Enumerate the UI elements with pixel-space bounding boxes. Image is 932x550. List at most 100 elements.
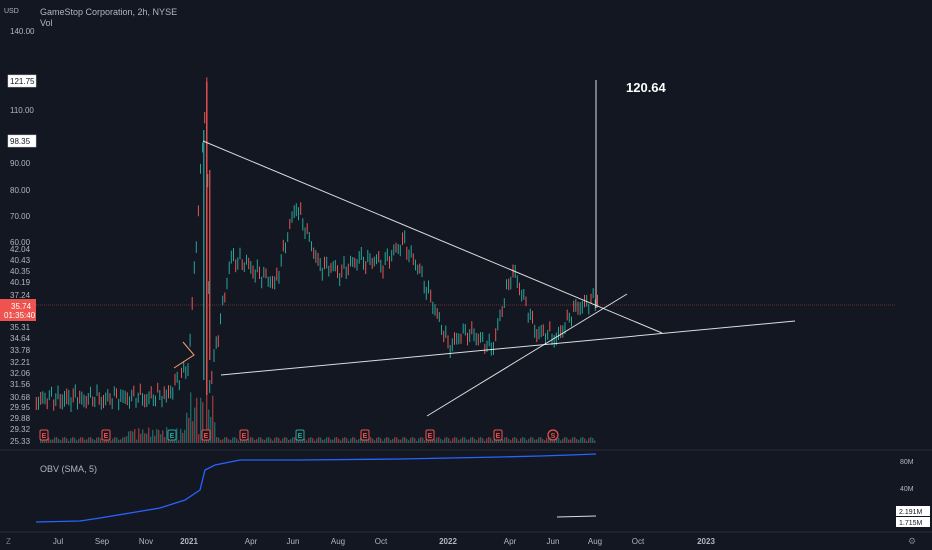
obv-value-badge — [896, 517, 930, 527]
earnings-event-marker[interactable] — [295, 429, 305, 441]
volume-bar — [538, 437, 540, 443]
price-tick-label: 80.00 — [10, 186, 31, 195]
volume-bar — [478, 437, 480, 443]
downtrend-line[interactable] — [202, 140, 663, 334]
volume-bar — [426, 438, 428, 443]
volume-bar — [130, 430, 132, 443]
volume-bar — [460, 438, 462, 443]
volume-bar — [434, 439, 436, 443]
volume-bar — [382, 440, 384, 443]
volume-bar — [220, 439, 222, 443]
volume-bar — [60, 440, 62, 443]
volume-bar — [208, 409, 210, 443]
volume-bar — [438, 437, 440, 443]
volume-bar — [420, 437, 422, 443]
earnings-event-marker[interactable] — [425, 429, 435, 441]
price-tick-label: 35.31 — [10, 323, 31, 332]
volume-bar — [494, 438, 496, 443]
price-tick-label: 25.33 — [10, 437, 31, 446]
volume-bar — [152, 429, 154, 443]
volume-bar — [254, 439, 256, 443]
volume-bar — [134, 429, 136, 443]
volume-bar — [250, 437, 252, 443]
uptrend-line[interactable] — [220, 320, 796, 376]
volume-bar — [262, 439, 264, 443]
volume-bar — [224, 437, 226, 443]
time-tick-label: Apr — [504, 537, 517, 546]
volume-legend[interactable]: Vol — [40, 18, 53, 28]
earnings-event-marker[interactable] — [101, 429, 111, 441]
volume-bar — [552, 440, 554, 443]
volume-bar — [326, 437, 328, 443]
volume-bar — [470, 437, 472, 443]
price-tick-label: 90.00 — [10, 159, 31, 168]
volume-bar — [194, 407, 196, 443]
volume-bar — [576, 439, 578, 443]
arrow-drawing[interactable] — [173, 341, 195, 369]
volume-bar — [316, 438, 318, 443]
obv-legend[interactable]: OBV (SMA, 5) — [40, 464, 98, 474]
earnings-event-marker[interactable] — [167, 429, 177, 441]
earnings-event-marker[interactable] — [493, 429, 503, 441]
volume-bar — [198, 434, 200, 443]
event-label: E — [42, 433, 47, 440]
split-event-marker[interactable] — [547, 429, 559, 441]
volume-bar — [78, 438, 80, 443]
volume-bar — [90, 437, 92, 443]
volume-bar — [580, 437, 582, 443]
volume-bar — [56, 437, 58, 443]
volume-bar — [588, 438, 590, 443]
volume-bar — [336, 437, 338, 443]
volume-bar — [272, 440, 274, 443]
volume-bar — [374, 440, 376, 443]
volume-bar — [270, 438, 272, 443]
timezone-icon[interactable]: Z — [6, 537, 11, 546]
volume-bar — [340, 440, 342, 443]
volume-bar — [246, 440, 248, 443]
volume-bar — [48, 437, 50, 443]
volume-bar — [214, 422, 216, 443]
volume-bar — [76, 440, 78, 443]
volume-bar — [274, 437, 276, 443]
event-label: E — [363, 433, 368, 440]
earnings-event-marker[interactable] — [39, 429, 49, 441]
volume-bar — [384, 438, 386, 443]
volume-bar — [72, 437, 74, 443]
drawing-layer[interactable] — [173, 80, 796, 518]
volume-bar — [182, 432, 184, 443]
support-line[interactable] — [426, 293, 628, 417]
obv-trendline[interactable] — [556, 515, 597, 518]
volume-bar — [462, 437, 464, 443]
axes: 140.00 121.75 110.00 98.35 90.00 80.00 70.00 60… — [0, 27, 930, 546]
volume-bar — [534, 439, 536, 443]
price-tick-label: 98.35 — [10, 137, 31, 146]
volume-bar — [146, 433, 148, 443]
earnings-event-marker[interactable] — [201, 429, 211, 441]
volume-bar — [594, 440, 596, 443]
volume-bar — [550, 438, 552, 443]
volume-bar — [558, 437, 560, 443]
price-tick-label: 32.06 — [10, 369, 31, 378]
earnings-event-marker[interactable] — [360, 429, 370, 441]
volume-bar — [176, 428, 178, 443]
volume-bar — [58, 438, 60, 443]
target-price-label: 120.64 — [626, 80, 666, 95]
gear-icon[interactable]: ⚙ — [908, 536, 916, 546]
earnings-event-marker[interactable] — [239, 429, 249, 441]
volume-bar — [408, 440, 410, 443]
volume-bar — [294, 437, 296, 443]
volume-bar — [244, 438, 246, 443]
price-tick-label: 29.88 — [10, 414, 31, 423]
volume-bar — [324, 439, 326, 443]
volume-bar — [232, 437, 234, 443]
volume-bar — [154, 435, 156, 443]
volume-bar — [592, 437, 594, 443]
volume-bar — [296, 439, 298, 443]
volume-bar — [52, 439, 54, 443]
symbol-legend[interactable]: GameStop Corporation, 2h, NYSE — [40, 7, 178, 17]
volume-bar — [490, 437, 492, 443]
